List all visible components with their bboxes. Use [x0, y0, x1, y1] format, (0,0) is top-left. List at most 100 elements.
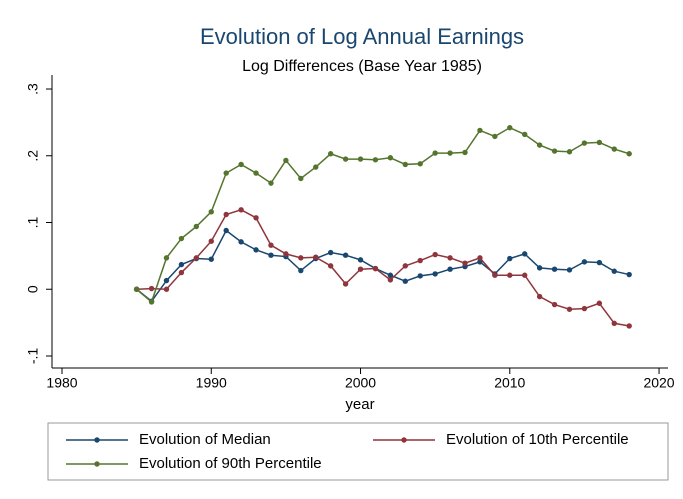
data-point — [163, 277, 170, 284]
data-point — [387, 272, 394, 278]
data-point — [596, 259, 603, 266]
data-point — [551, 148, 558, 154]
data-point — [357, 266, 364, 272]
data-point — [313, 254, 319, 260]
data-point — [163, 255, 170, 261]
legend-marker — [94, 461, 100, 467]
x-axis-label: year — [345, 396, 374, 413]
data-point — [133, 286, 140, 292]
data-point — [596, 139, 603, 146]
data-point — [193, 223, 200, 230]
x-tick-label: 2010 — [494, 375, 525, 391]
data-point — [387, 155, 394, 161]
data-point — [223, 211, 229, 218]
data-point — [477, 127, 483, 134]
y-tick-label: -.1 — [25, 348, 41, 365]
data-point — [507, 125, 513, 131]
data-point — [208, 238, 214, 244]
data-point — [298, 255, 304, 261]
data-point — [327, 263, 334, 269]
data-point — [148, 285, 155, 292]
data-point — [268, 252, 274, 258]
series-line — [136, 229, 630, 303]
data-point — [581, 305, 588, 312]
data-point — [581, 140, 588, 146]
data-point — [536, 142, 543, 148]
data-point — [283, 157, 289, 164]
data-point — [551, 301, 558, 308]
data-point — [372, 157, 379, 163]
data-point — [372, 265, 379, 272]
data-point — [178, 269, 185, 276]
legend-label: Evolution of 90th Percentile — [139, 455, 322, 472]
data-point — [387, 277, 394, 283]
data-point — [357, 156, 364, 162]
data-point — [596, 300, 603, 306]
data-point — [253, 170, 259, 176]
data-point — [536, 265, 543, 271]
data-point — [298, 175, 304, 182]
data-point — [402, 263, 409, 269]
legend-marker — [94, 437, 100, 443]
legend-label: Evolution of 10th Percentile — [446, 431, 629, 448]
data-point — [417, 273, 423, 279]
legend-marker — [401, 437, 407, 443]
data-point — [492, 133, 498, 140]
data-point — [208, 256, 214, 262]
data-point — [432, 251, 438, 258]
y-tick-label: .1 — [25, 216, 41, 228]
data-point — [522, 272, 528, 278]
data-point — [417, 161, 423, 167]
data-point — [551, 266, 558, 272]
data-point — [611, 146, 617, 152]
data-point — [611, 320, 617, 326]
data-point — [581, 259, 588, 265]
data-point — [447, 266, 453, 272]
y-tick-label: .2 — [25, 150, 41, 162]
data-point — [178, 261, 185, 268]
y-tick-label: .3 — [25, 83, 41, 95]
data-point — [238, 207, 244, 213]
data-point — [342, 156, 349, 162]
x-tick-label: 1990 — [196, 375, 227, 391]
data-point — [208, 209, 214, 215]
data-point — [626, 151, 632, 157]
data-point — [522, 131, 528, 138]
data-point — [163, 286, 170, 292]
series-line — [136, 209, 630, 327]
data-point — [402, 161, 409, 168]
data-point — [432, 150, 438, 156]
data-point — [238, 161, 244, 168]
data-point — [313, 164, 319, 170]
data-point — [193, 255, 200, 261]
data-point — [238, 239, 244, 245]
data-point — [298, 267, 304, 274]
data-point — [536, 293, 543, 300]
data-point — [417, 257, 423, 264]
data-point — [253, 247, 259, 253]
data-point — [268, 242, 274, 248]
data-point — [447, 255, 453, 261]
y-tick-label: 0 — [25, 285, 41, 293]
data-point — [342, 252, 349, 258]
data-point — [462, 149, 468, 156]
data-point — [148, 299, 155, 305]
data-point — [611, 268, 617, 274]
data-point — [566, 306, 573, 312]
data-point — [447, 150, 453, 156]
x-tick-label: 2000 — [345, 375, 376, 391]
chart-title: Evolution of Log Annual Earnings — [200, 24, 524, 49]
data-point — [283, 251, 289, 257]
data-point — [507, 255, 513, 262]
data-point — [626, 271, 632, 278]
legend-box — [47, 422, 669, 481]
data-point — [342, 281, 349, 287]
series-line — [136, 126, 630, 304]
data-point — [477, 255, 483, 261]
chart-subtitle: Log Differences (Base Year 1985) — [242, 58, 482, 75]
data-point — [507, 272, 513, 278]
data-point — [462, 260, 468, 266]
data-point — [402, 278, 409, 284]
data-point — [268, 180, 274, 186]
data-point — [522, 251, 528, 257]
